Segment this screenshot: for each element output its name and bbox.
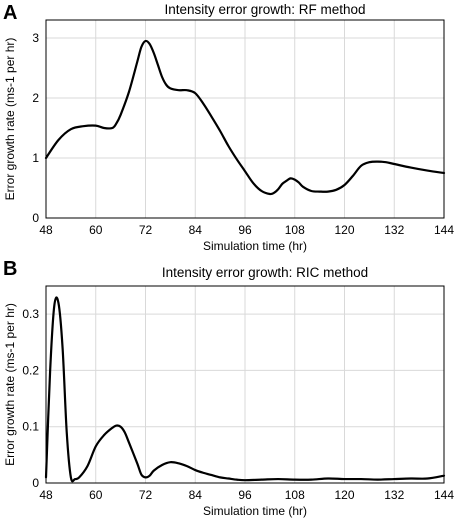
y-tick-label: 0.3 <box>22 307 39 321</box>
plot-frame <box>45 285 445 484</box>
y-tick-label: 0 <box>32 211 39 225</box>
y-axis-label: Error growth rate (ms-1 per hr) <box>3 303 17 466</box>
x-tick-label: 60 <box>89 223 103 237</box>
x-tick-label: 84 <box>189 488 203 502</box>
x-tick-label: 72 <box>139 223 153 237</box>
chart-title: Intensity error growth: RF method <box>164 2 365 17</box>
x-tick-label: 96 <box>238 223 252 237</box>
x-tick-label: 132 <box>384 223 404 237</box>
x-tick-label: 144 <box>434 488 454 502</box>
y-tick-label: 0 <box>32 476 39 490</box>
plot-frame <box>45 19 445 219</box>
panel-label: A <box>3 2 17 24</box>
y-tick-label: 0.1 <box>22 420 39 434</box>
y-axis-label: Error growth rate (ms-1 per hr) <box>3 38 17 201</box>
series-line-1 <box>44 39 446 196</box>
x-tick-label: 72 <box>139 488 153 502</box>
x-tick-label: 84 <box>189 223 203 237</box>
x-tick-label: 96 <box>238 488 252 502</box>
y-tick-label: 0.2 <box>22 363 39 377</box>
chart-panel-a: A Intensity error growth: RF method 48 60 72… <box>3 2 454 253</box>
x-tick-label: 108 <box>285 488 305 502</box>
x-tick-label: 120 <box>334 488 354 502</box>
panel-label: B <box>3 258 17 280</box>
x-axis-label: Simulation time (hr) <box>203 504 307 518</box>
y-tick-label: 3 <box>32 31 39 45</box>
x-tick-label: 132 <box>384 488 404 502</box>
x-tick-label: 120 <box>334 223 354 237</box>
series-line-1 <box>44 296 446 483</box>
chart-panel-b: B Intensity error growth: RIC method 48 60 7… <box>3 258 454 518</box>
x-tick-label: 144 <box>434 223 454 237</box>
x-tick-label: 60 <box>89 488 103 502</box>
x-tick-label: 108 <box>285 223 305 237</box>
chart-title: Intensity error growth: RIC method <box>162 265 368 280</box>
y-tick-label: 1 <box>32 151 39 165</box>
x-tick-label: 48 <box>39 488 53 502</box>
x-tick-label: 48 <box>39 223 53 237</box>
y-tick-label: 2 <box>32 91 39 105</box>
x-axis-label: Simulation time (hr) <box>203 239 307 253</box>
